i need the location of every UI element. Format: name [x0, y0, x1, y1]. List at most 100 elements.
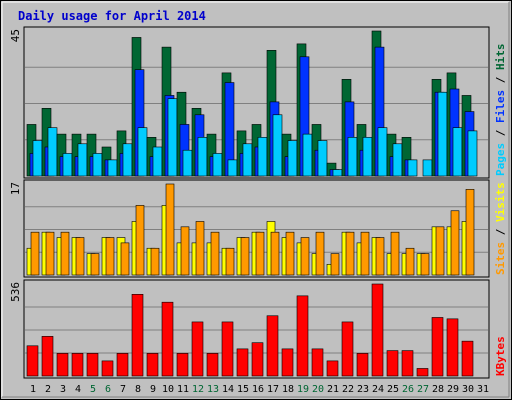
bar-sites-day-20	[315, 231, 325, 276]
bar-kbytes-day-30	[461, 340, 474, 377]
bar-kbytes-day-11	[176, 353, 189, 377]
x-tick-day-1: 1	[30, 384, 36, 395]
bar-sites-day-5	[90, 253, 100, 276]
bar-sites-day-14	[225, 247, 235, 276]
bar-pages-day-24	[377, 127, 388, 177]
bar-sites-day-15	[240, 237, 250, 276]
bar-pages-day-22	[347, 137, 358, 177]
bar-pages-day-7	[122, 143, 133, 177]
bar-sites-day-18	[285, 231, 295, 276]
x-tick-day-13: 13	[207, 384, 219, 395]
bar-kbytes-day-10	[161, 301, 174, 377]
x-tick-day-24: 24	[372, 384, 384, 395]
bar-sites-day-2	[45, 231, 55, 276]
x-tick-day-5: 5	[90, 384, 96, 395]
bar-kbytes-day-17	[266, 315, 279, 377]
bar-kbytes-day-28	[431, 317, 444, 377]
bar-kbytes-day-2	[41, 336, 54, 377]
bar-kbytes-day-25	[386, 350, 399, 377]
bar-kbytes-day-5	[86, 353, 99, 377]
bar-sites-day-16	[255, 231, 265, 276]
x-tick-day-30: 30	[462, 384, 474, 395]
bar-sites-day-26	[405, 247, 415, 276]
y-max-label: 17	[9, 182, 22, 195]
legend-entry: KBytes	[494, 336, 507, 376]
bar-sites-day-4	[75, 237, 85, 276]
bar-kbytes-day-19	[296, 295, 309, 377]
bar-sites-day-7	[120, 242, 130, 276]
x-tick-day-10: 10	[162, 384, 174, 395]
legend-hits-files-pages: Pages / Files / Hits	[494, 44, 507, 177]
bar-sites-day-21	[330, 253, 340, 276]
bar-kbytes-day-12	[191, 321, 204, 377]
bar-pages-day-12	[197, 137, 208, 177]
bar-sites-day-11	[180, 226, 190, 276]
legend-entry: Hits	[494, 44, 507, 71]
bar-sites-day-25	[390, 231, 400, 276]
x-tick-day-7: 7	[120, 384, 126, 395]
x-tick-day-2: 2	[45, 384, 51, 395]
bar-sites-day-6	[105, 237, 115, 276]
x-tick-day-25: 25	[387, 384, 399, 395]
x-tick-day-8: 8	[135, 384, 141, 395]
y-max-label: 45	[9, 29, 22, 42]
x-tick-day-4: 4	[75, 384, 81, 395]
bar-sites-day-17	[270, 231, 280, 276]
bar-kbytes-day-6	[101, 360, 114, 377]
bar-pages-day-15	[242, 143, 253, 177]
x-tick-day-16: 16	[252, 384, 264, 395]
x-tick-day-17: 17	[267, 384, 279, 395]
bar-sites-day-1	[30, 231, 40, 276]
legend-entry: Visits	[494, 182, 507, 222]
bar-pages-day-11	[182, 149, 193, 177]
x-tick-day-15: 15	[237, 384, 249, 395]
bar-kbytes-day-22	[341, 321, 354, 377]
bar-pages-day-3	[62, 153, 73, 177]
bar-pages-day-8	[137, 127, 148, 177]
bar-pages-day-13	[212, 153, 223, 177]
x-tick-day-9: 9	[150, 384, 156, 395]
bar-sites-day-12	[195, 221, 205, 276]
bar-kbytes-day-1	[26, 345, 39, 377]
bar-kbytes-day-9	[146, 353, 159, 377]
x-tick-day-23: 23	[357, 384, 369, 395]
x-tick-day-31: 31	[477, 384, 489, 395]
bar-sites-day-13	[210, 231, 220, 276]
bar-kbytes-day-14	[221, 321, 234, 377]
x-tick-day-12: 12	[192, 384, 204, 395]
bar-sites-day-9	[150, 247, 160, 276]
bar-sites-day-28	[435, 226, 445, 276]
x-tick-day-11: 11	[177, 384, 189, 395]
bar-sites-day-19	[300, 237, 310, 276]
x-tick-day-3: 3	[60, 384, 66, 395]
bar-pages-day-28	[437, 91, 448, 177]
bar-pages-day-10	[167, 98, 178, 177]
x-tick-day-19: 19	[297, 384, 309, 395]
legend-kbytes: KBytes	[494, 336, 507, 376]
bar-pages-day-29	[452, 127, 463, 177]
bar-pages-day-1	[32, 140, 43, 177]
x-tick-day-14: 14	[222, 384, 234, 395]
legend-entry: /	[494, 70, 507, 90]
bar-pages-day-5	[92, 153, 103, 177]
x-tick-day-28: 28	[432, 384, 444, 395]
legend-entry: /	[494, 222, 507, 242]
bar-pages-day-27	[422, 159, 433, 177]
x-tick-day-6: 6	[105, 384, 111, 395]
bar-pages-day-4	[77, 143, 88, 177]
bar-pages-day-17	[272, 114, 283, 177]
y-max-label: 536	[9, 282, 22, 302]
legend-entry: Files	[494, 90, 507, 123]
bar-pages-day-6	[107, 159, 118, 177]
bar-kbytes-day-21	[326, 360, 339, 377]
bar-pages-day-23	[362, 137, 373, 177]
bar-sites-day-24	[375, 237, 385, 276]
bar-kbytes-day-27	[416, 368, 429, 377]
bar-pages-day-26	[407, 159, 418, 177]
x-tick-day-27: 27	[417, 384, 429, 395]
bar-pages-day-9	[152, 146, 163, 177]
x-tick-day-20: 20	[312, 384, 324, 395]
legend-entry: Pages	[494, 143, 507, 176]
bar-kbytes-day-24	[371, 283, 384, 377]
